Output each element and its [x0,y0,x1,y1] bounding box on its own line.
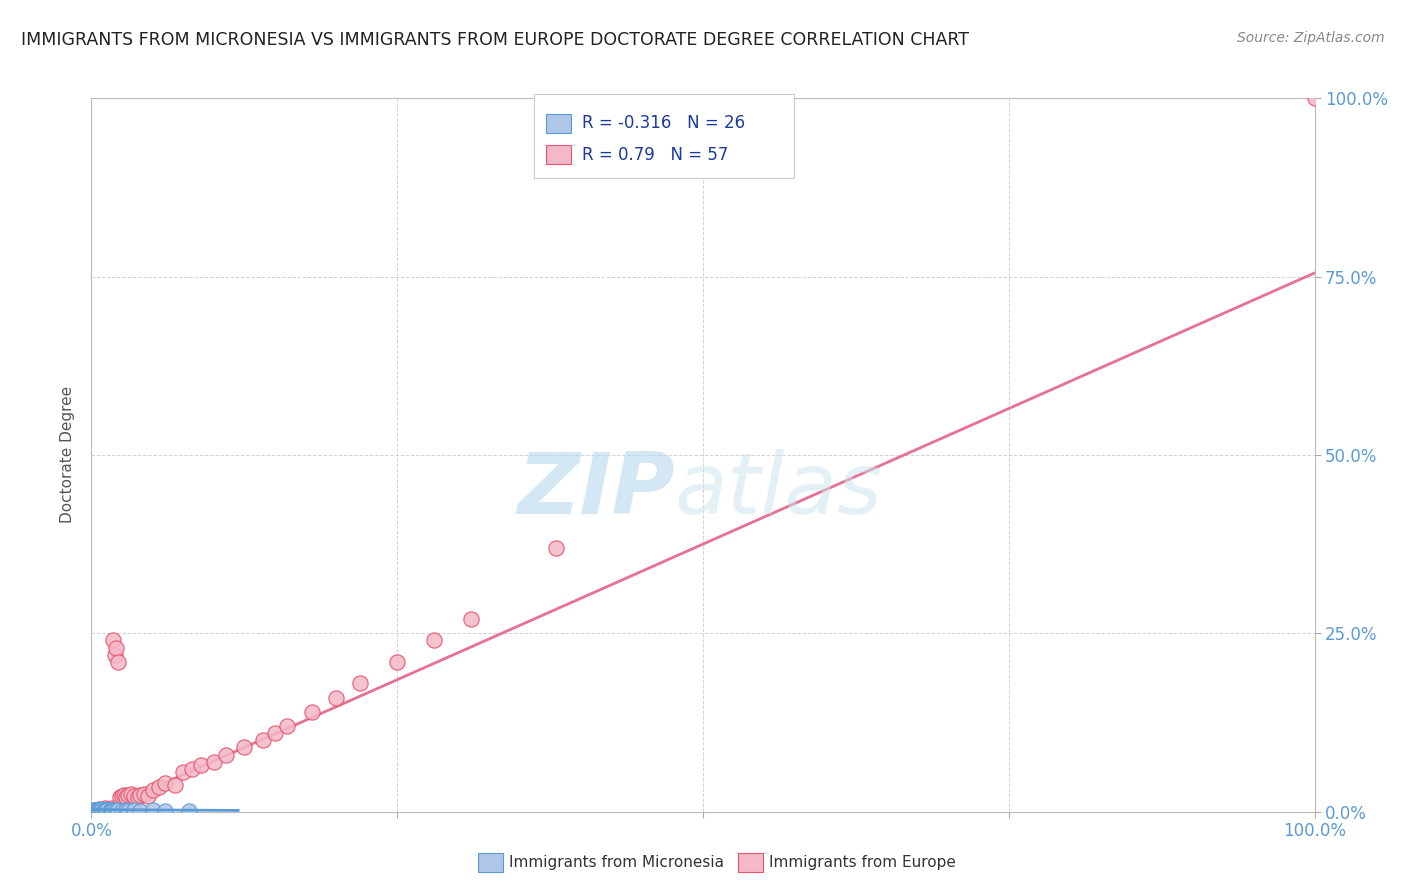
Point [129,789,152,803]
Point [264,726,287,740]
Point [180,762,202,776]
Point [127,790,149,805]
Point [93,804,115,818]
Point [91,803,114,817]
Point [136,789,159,803]
Point [172,765,194,780]
Point [202,755,225,769]
Point [84,804,107,818]
Point [94,801,117,815]
Point [90,803,112,817]
Point [349,676,371,690]
Point [87,802,110,816]
Point [148,780,170,794]
Point [104,803,127,817]
Point [86,803,108,817]
Point [89,803,111,817]
Text: IMMIGRANTS FROM MICRONESIA VS IMMIGRANTS FROM EUROPE DOCTORATE DEGREE CORRELATIO: IMMIGRANTS FROM MICRONESIA VS IMMIGRANTS… [21,31,969,49]
Point [132,787,155,801]
Point [108,790,131,805]
Point [86,804,108,818]
Point [97,802,120,816]
Point [120,787,142,801]
Point [153,776,176,790]
Point [153,804,176,818]
Point [104,648,127,662]
Y-axis label: Doctorate Degree: Doctorate Degree [59,386,75,524]
Point [107,655,129,669]
Point [96,803,118,817]
Point [93,802,115,816]
Point [325,690,347,705]
Text: R = 0.79   N = 57: R = 0.79 N = 57 [582,145,728,163]
Point [84,804,107,818]
Point [141,803,163,817]
Point [546,541,568,555]
Point [84,803,107,817]
Point [87,803,110,817]
Point [84,803,107,817]
Point [87,803,110,817]
Point [385,655,409,669]
Point [90,802,112,816]
Text: Source: ZipAtlas.com: Source: ZipAtlas.com [1237,31,1385,45]
Point [107,803,129,817]
Point [101,801,124,815]
Point [84,803,107,817]
Point [91,803,114,817]
Point [103,804,125,818]
Point [122,803,145,817]
Point [100,803,122,817]
Point [129,804,152,818]
Point [252,733,274,747]
Point [111,804,134,818]
Point [141,783,163,797]
Point [117,804,139,818]
Point [114,789,136,804]
Point [460,612,482,626]
Point [179,804,201,818]
Point [96,803,118,817]
Point [89,804,111,818]
Point [100,803,122,817]
Point [94,803,117,817]
Point [98,803,121,817]
Text: atlas: atlas [675,449,883,533]
Point [103,803,125,817]
Point [111,789,134,803]
Text: Immigrants from Micronesia: Immigrants from Micronesia [509,855,724,870]
Point [233,740,256,755]
Point [122,789,145,803]
Point [90,804,112,818]
Point [94,804,117,818]
Point [1303,91,1326,105]
Point [276,719,298,733]
Point [104,640,127,655]
Point [103,633,125,648]
Point [112,789,135,803]
Point [163,778,186,792]
Text: R = -0.316   N = 26: R = -0.316 N = 26 [582,114,745,132]
Point [93,803,115,817]
Point [215,747,238,762]
Point [83,803,105,817]
Point [101,803,124,817]
Point [98,804,121,818]
Point [114,803,136,817]
Point [423,633,446,648]
Text: ZIP: ZIP [517,449,675,533]
Point [301,705,323,719]
Point [83,803,105,817]
Point [117,788,139,802]
Point [94,803,117,817]
Text: Immigrants from Europe: Immigrants from Europe [769,855,956,870]
Point [190,758,212,772]
